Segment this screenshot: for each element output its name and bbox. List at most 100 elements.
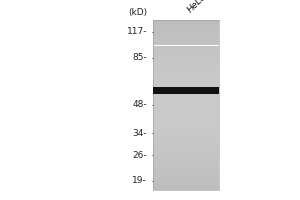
Bar: [153, 115, 219, 117]
Bar: [153, 39, 219, 40]
Bar: [153, 83, 219, 85]
Bar: [153, 66, 219, 68]
Bar: [153, 129, 219, 130]
Bar: [153, 102, 219, 103]
Bar: [153, 78, 219, 79]
Bar: [153, 110, 219, 112]
Bar: [153, 98, 219, 100]
Bar: [153, 187, 219, 188]
Bar: [153, 62, 219, 64]
Bar: [153, 79, 219, 81]
Text: (kD): (kD): [128, 7, 147, 17]
Bar: [153, 81, 219, 83]
Bar: [153, 108, 219, 110]
Bar: [153, 73, 219, 74]
Bar: [153, 180, 219, 182]
Bar: [153, 105, 219, 107]
Bar: [153, 69, 219, 71]
Bar: [153, 22, 219, 23]
Bar: [153, 170, 219, 171]
Bar: [153, 74, 219, 76]
Bar: [153, 112, 219, 114]
Bar: [153, 183, 219, 185]
Bar: [153, 153, 219, 154]
Text: 117-: 117-: [127, 27, 147, 36]
Bar: [153, 57, 219, 59]
Bar: [153, 59, 219, 61]
Bar: [153, 136, 219, 137]
Bar: [153, 20, 219, 190]
Bar: [153, 93, 219, 95]
Bar: [153, 30, 219, 32]
Bar: [153, 151, 219, 153]
Bar: [153, 47, 219, 49]
Bar: [153, 122, 219, 124]
Bar: [153, 76, 219, 78]
Bar: [153, 124, 219, 125]
Bar: [153, 125, 219, 127]
Bar: [153, 185, 219, 187]
Bar: [153, 95, 219, 96]
Text: 85-: 85-: [132, 53, 147, 62]
Bar: [153, 27, 219, 28]
Bar: [153, 188, 219, 190]
Bar: [153, 49, 219, 51]
Bar: [153, 158, 219, 159]
Bar: [153, 68, 219, 69]
Bar: [153, 20, 219, 22]
Bar: [153, 175, 219, 176]
Bar: [153, 156, 219, 158]
Text: 26-: 26-: [132, 151, 147, 160]
Bar: [153, 90, 219, 91]
Bar: [153, 32, 219, 34]
Bar: [153, 166, 219, 168]
Bar: [153, 25, 219, 27]
Bar: [153, 100, 219, 102]
Bar: [153, 86, 219, 88]
Bar: [153, 54, 219, 56]
Bar: [153, 130, 219, 132]
Bar: [153, 56, 219, 57]
Bar: [153, 176, 219, 178]
Bar: [153, 148, 219, 149]
Bar: [153, 91, 219, 93]
Text: 34-: 34-: [132, 129, 147, 138]
Bar: [153, 88, 219, 90]
Bar: [153, 51, 219, 52]
Bar: [153, 182, 219, 183]
Bar: [153, 42, 219, 44]
Bar: [153, 144, 219, 146]
Bar: [153, 127, 219, 129]
Bar: [153, 137, 219, 139]
Bar: [153, 164, 219, 166]
Bar: [153, 85, 219, 86]
Bar: [153, 132, 219, 134]
Bar: [153, 71, 219, 73]
Bar: [153, 103, 219, 105]
Bar: [153, 64, 219, 66]
Bar: [153, 40, 219, 42]
Text: 19-: 19-: [132, 176, 147, 185]
Bar: [153, 35, 219, 37]
Bar: [153, 114, 219, 115]
Bar: [153, 168, 219, 170]
Bar: [153, 28, 219, 30]
Bar: [153, 173, 219, 175]
Bar: [153, 161, 219, 163]
Bar: [153, 134, 219, 136]
Text: HeLa: HeLa: [186, 0, 208, 14]
Bar: [153, 119, 219, 120]
Bar: [153, 46, 219, 47]
Bar: [153, 52, 219, 54]
Bar: [153, 37, 219, 39]
Bar: [153, 34, 219, 35]
Bar: [153, 159, 219, 161]
Bar: [153, 96, 219, 98]
Bar: [153, 171, 219, 173]
Bar: [153, 163, 219, 164]
Bar: [153, 141, 219, 142]
Bar: [153, 149, 219, 151]
Bar: [153, 117, 219, 119]
Text: 48-: 48-: [132, 100, 147, 109]
Bar: [153, 107, 219, 108]
